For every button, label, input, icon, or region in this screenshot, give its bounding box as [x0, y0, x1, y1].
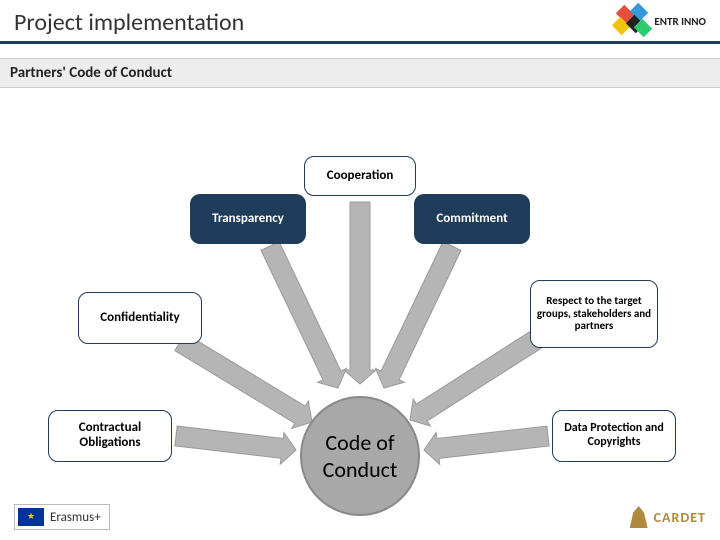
diagram-canvas: Code of ConductCooperationTransparencyCo… — [0, 110, 720, 490]
node-commitment: Commitment — [414, 194, 530, 244]
cardet-icon — [630, 506, 648, 528]
node-confidentiality: Confidentiality — [78, 292, 202, 344]
arrow-commitment — [376, 242, 461, 388]
cardet-label: CARDET — [654, 509, 706, 526]
arrow-data — [424, 426, 549, 464]
cardet-logo: CARDET — [630, 506, 706, 528]
section-subtitle: Partners' Code of Conduct — [0, 58, 720, 88]
node-respect: Respect to the target groups, stakeholde… — [530, 280, 658, 348]
erasmus-badge: Erasmus+ — [14, 504, 110, 530]
hex-cluster-icon — [616, 6, 650, 36]
arrow-contractual — [175, 426, 296, 464]
node-data: Data Protection and Copyrights — [552, 410, 676, 462]
brand-logo-top: ENTR INNO — [616, 6, 706, 36]
node-contractual: Contractual Obligations — [48, 410, 172, 462]
eu-flag-icon — [18, 508, 44, 526]
erasmus-label: Erasmus+ — [50, 510, 101, 525]
arrow-transparency — [261, 242, 346, 388]
brand-text: ENTR INNO — [654, 15, 706, 28]
footer-bar: Erasmus+ CARDET — [0, 494, 720, 540]
arrow-confidentiality — [175, 333, 312, 428]
node-transparency: Transparency — [190, 194, 306, 244]
arrow-cooperation — [344, 202, 376, 384]
node-cooperation: Cooperation — [304, 156, 416, 196]
page-title: Project implementation — [0, 0, 720, 44]
